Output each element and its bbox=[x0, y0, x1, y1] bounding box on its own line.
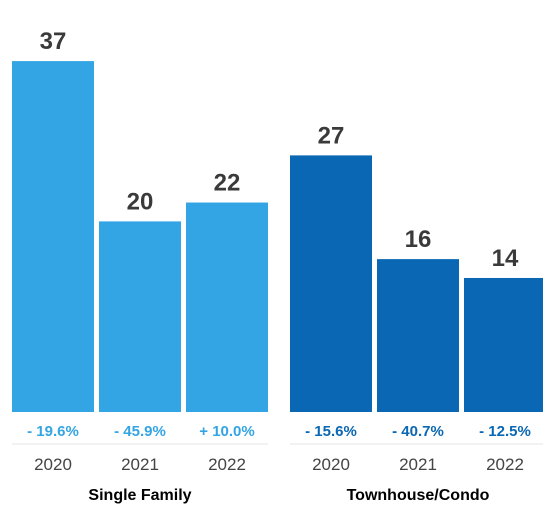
single-family-bar-2021 bbox=[99, 221, 181, 410]
single-family-year-tick-2021: 2021 bbox=[121, 455, 159, 474]
townhouse-condo-bar-2020 bbox=[290, 155, 372, 410]
single-family-bar-2022 bbox=[186, 202, 268, 410]
single-family-bar-2020 bbox=[12, 61, 94, 411]
single-family-baseline-2022 bbox=[186, 410, 268, 412]
townhouse-condo-year-tick-2022: 2022 bbox=[486, 455, 524, 474]
single-family-baseline-2021 bbox=[99, 410, 181, 412]
single-family-year-tick-2022: 2022 bbox=[208, 455, 246, 474]
townhouse-condo-bar-2022 bbox=[464, 277, 543, 410]
townhouse-condo-change-label-2021: - 40.7% bbox=[392, 423, 444, 440]
townhouse-condo-group-label: Townhouse/Condo bbox=[347, 487, 490, 504]
single-family-change-label-2021: - 45.9% bbox=[114, 423, 166, 440]
single-family-group-label: Single Family bbox=[88, 487, 191, 504]
single-family-value-label-2022: 22 bbox=[214, 170, 241, 197]
townhouse-condo-bar-2021 bbox=[377, 259, 459, 410]
single-family-value-label-2021: 20 bbox=[127, 188, 154, 215]
townhouse-condo-change-label-2022: - 12.5% bbox=[479, 423, 531, 440]
single-family-year-tick-2020: 2020 bbox=[34, 455, 72, 474]
townhouse-condo-change-label-2020: - 15.6% bbox=[305, 423, 357, 440]
townhouse-condo-value-label-2020: 27 bbox=[318, 122, 345, 149]
townhouse-condo-baseline-2022 bbox=[464, 410, 543, 412]
townhouse-condo-value-label-2022: 14 bbox=[492, 245, 519, 272]
single-family-baseline-2020 bbox=[12, 410, 94, 412]
single-family-change-label-2020: - 19.6% bbox=[27, 423, 79, 440]
townhouse-condo-value-label-2021: 16 bbox=[405, 226, 432, 253]
townhouse-condo-year-tick-2021: 2021 bbox=[399, 455, 437, 474]
bars-layer bbox=[12, 61, 543, 445]
townhouse-condo-baseline-2020 bbox=[290, 410, 372, 412]
single-family-change-label-2022: + 10.0% bbox=[199, 423, 254, 440]
townhouse-condo-year-tick-2020: 2020 bbox=[312, 455, 350, 474]
single-family-value-label-2020: 37 bbox=[40, 28, 67, 55]
townhouse-condo-baseline-2021 bbox=[377, 410, 459, 412]
